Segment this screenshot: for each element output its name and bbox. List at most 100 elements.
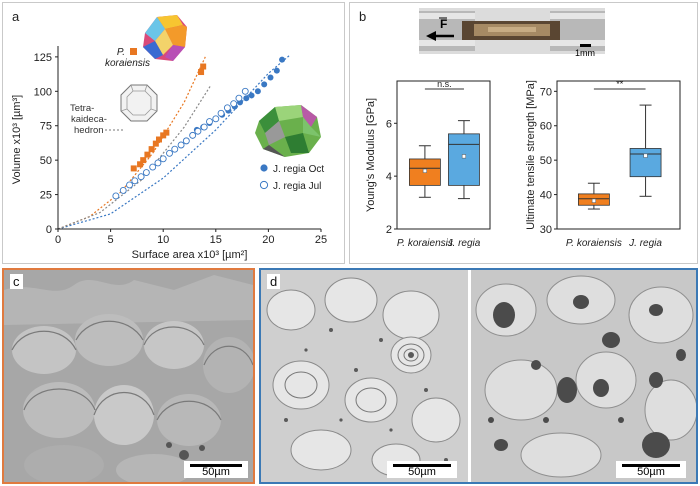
tensile-strength-significance: ** <box>616 79 624 89</box>
x-axis-label: Surface area x10³ [µm²] <box>132 249 248 261</box>
sem-micrograph-p-koraiensis <box>4 270 253 482</box>
x-tick-label: 0 <box>55 234 61 246</box>
data-point-p-koraiensis <box>160 132 167 139</box>
data-point-j-regia-jul <box>149 163 157 171</box>
y-tick-label: 2 <box>386 224 392 236</box>
panel-a: a 0 5 10 15 20 25 0 25 50 75 100 125 Surface area x… <box>2 2 345 264</box>
panel-letter-a: a <box>12 9 20 24</box>
data-point-j-regia-jul <box>159 155 167 163</box>
tetrakaidecahedron-label: Tetra- kaideca- hedron <box>70 103 123 136</box>
category-label-p-koraiensis: P. koraiensis <box>397 238 453 249</box>
data-point-p-koraiensis <box>137 161 144 168</box>
tetrakaidecahedron-icon <box>120 84 158 122</box>
data-point-j-regia-jul <box>217 109 225 117</box>
y-axis-label: Volume x10³ [µm³] <box>11 95 23 184</box>
scale-bar-d-right-label: 50µm <box>637 466 665 478</box>
data-point-j-regia-jul <box>200 123 208 131</box>
panel-letter-d: d <box>267 274 281 289</box>
photo-scale-label: 1mm <box>575 48 595 58</box>
category-label-j-regia: J. regia <box>447 238 481 249</box>
data-point-p-koraiensis <box>152 140 159 147</box>
p-koraiensis-label: P. <box>117 47 125 58</box>
y-tick-label: 25 <box>40 190 52 202</box>
j-regia-jul-marker <box>259 180 269 190</box>
scale-bar-c-label: 50µm <box>202 466 230 478</box>
plot-frame <box>556 80 681 230</box>
data-point-j-regia-jul <box>189 131 197 139</box>
p-koraiensis-legend: P. koraiensis <box>105 47 150 69</box>
mean-marker <box>422 168 427 173</box>
youngs-modulus-axis-label: Young's Modulus [GPa] <box>365 98 377 212</box>
mean-marker <box>461 154 467 159</box>
y-tick-label: 40 <box>540 190 552 202</box>
data-point-j-regia-jul <box>112 192 120 200</box>
youngs-modulus-boxplot: 2 4 6 Young's Modulus [GPa] n.s. P. koraie… <box>365 79 491 249</box>
plot-frame <box>396 80 491 230</box>
tensile-specimen-photo: 1mm <box>419 8 605 58</box>
data-point-j-regia-jul <box>131 177 139 185</box>
panel-c-sem-image: c 50µm <box>2 268 255 484</box>
scatter-chart: 0 5 10 15 20 25 0 25 50 75 100 125 Surface area x10… <box>11 15 327 261</box>
j-regia-legend: J. regia Oct J. regia Jul <box>259 164 324 192</box>
p-koraiensis-label-2: koraiensis <box>105 58 150 69</box>
mean-marker <box>643 153 648 158</box>
y-tick-label: 70 <box>540 86 552 98</box>
data-point-j-regia-jul <box>182 137 190 145</box>
panel-d-sem-images: d 50µm 50µm <box>259 268 698 484</box>
x-tick-label: 15 <box>210 234 222 246</box>
data-point-j-regia-oct <box>261 81 268 88</box>
data-point-j-regia-jul <box>194 127 202 135</box>
legend-jul-label: J. regia Jul <box>273 181 321 192</box>
data-point-j-regia-jul <box>241 87 249 95</box>
data-point-j-regia-jul <box>142 169 150 176</box>
mean-marker <box>591 198 596 203</box>
scale-bar-d-left-label: 50µm <box>408 466 436 478</box>
scale-bar-d-right: 50µm <box>616 461 686 478</box>
panel-letter-b: b <box>359 9 367 24</box>
y-tick-label: 75 <box>40 121 52 133</box>
data-point-j-regia-oct <box>248 92 255 99</box>
data-point-p-koraiensis <box>200 63 207 70</box>
legend-oct-label: J. regia Oct <box>273 164 324 175</box>
data-point-p-koraiensis <box>144 151 151 158</box>
y-tick-label: 50 <box>540 155 552 167</box>
y-tick-label: 50 <box>40 155 52 167</box>
data-point-j-regia-jul <box>230 100 238 108</box>
y-tick-label: 0 <box>46 224 52 236</box>
p-koraiensis-marker <box>130 48 137 55</box>
x-tick-label: 20 <box>262 234 274 246</box>
data-point-j-regia-jul <box>212 115 220 123</box>
data-point-j-regia-oct <box>243 95 250 102</box>
data-point-j-regia-jul <box>154 159 162 167</box>
data-point-j-regia-jul <box>235 94 243 102</box>
data-point-j-regia-jul <box>126 181 133 189</box>
y-tick-label: 30 <box>540 224 552 236</box>
force-arrow: F <box>426 17 454 41</box>
tensile-strength-boxplot: 30 40 50 60 70 Ultimate tensile strength [MP… <box>525 79 681 249</box>
data-point-j-regia-jul <box>177 141 185 149</box>
x-tick-label: 25 <box>315 234 327 246</box>
data-point-p-koraiensis <box>163 129 170 136</box>
box <box>629 148 662 178</box>
svg-text:Tetra-: Tetra- <box>70 103 94 114</box>
category-label-j-regia: J. regia <box>628 238 662 249</box>
y-tick-label: 125 <box>34 52 52 64</box>
sem-micrograph-j-regia <box>261 270 696 482</box>
category-label-p-koraiensis: P. koraiensis <box>566 238 622 249</box>
data-point-j-regia-jul <box>206 118 213 126</box>
y-tick-label: 100 <box>34 86 52 98</box>
x-tick-label: 5 <box>108 234 114 246</box>
x-tick-label: 10 <box>157 234 169 246</box>
data-point-j-regia-oct <box>279 56 286 63</box>
force-label: F <box>440 17 447 31</box>
data-point-p-koraiensis <box>155 136 162 143</box>
tensile-strength-axis-label: Ultimate tensile strength [MPa] <box>525 80 537 230</box>
data-point-j-regia-jul <box>119 186 127 194</box>
youngs-modulus-significance: n.s. <box>437 79 452 89</box>
data-point-j-regia-oct <box>273 67 280 74</box>
scale-bar-d-left: 50µm <box>387 461 457 478</box>
svg-text:hedron: hedron <box>74 125 104 136</box>
scale-bar-c: 50µm <box>184 461 248 478</box>
data-point-j-regia-jul <box>137 173 145 181</box>
